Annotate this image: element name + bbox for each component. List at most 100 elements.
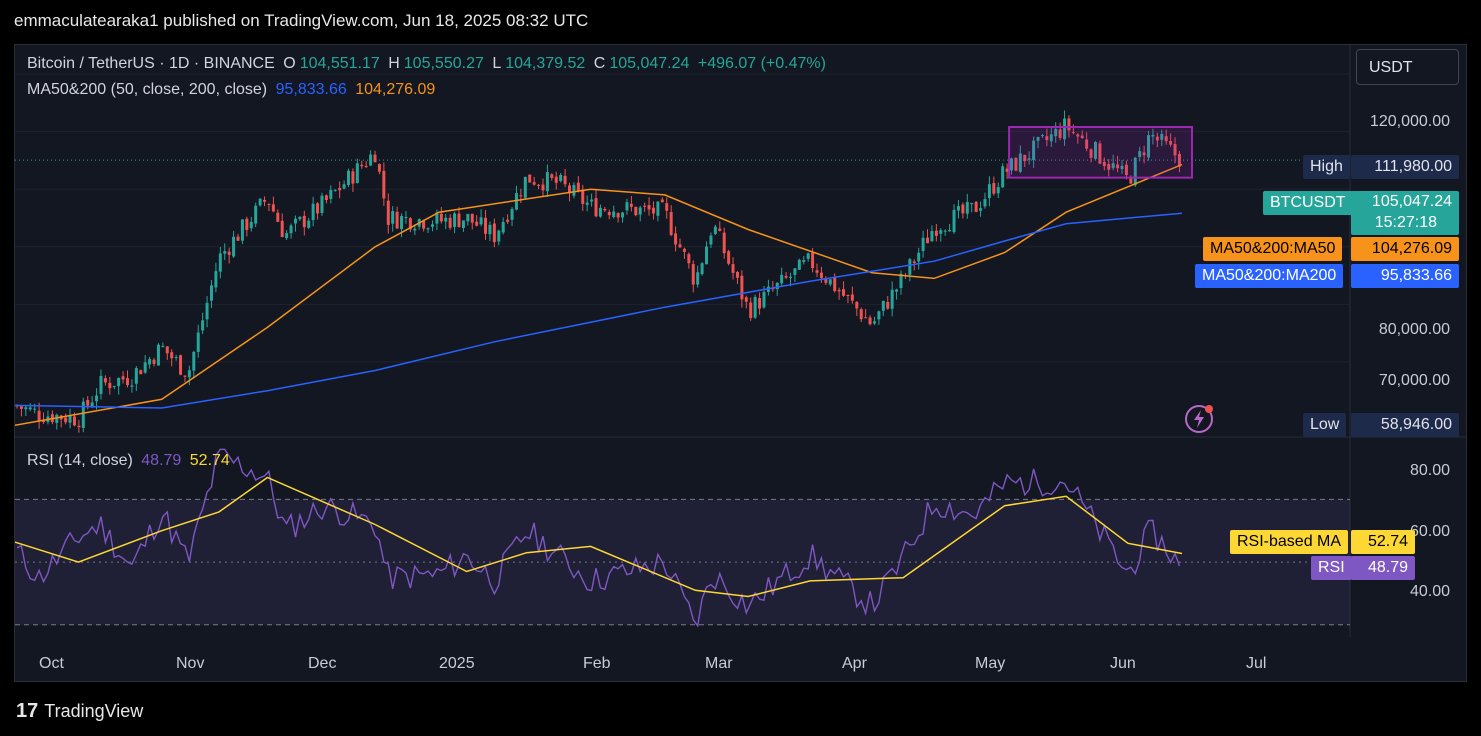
ma50-line [15,163,1183,426]
price-tick-120000: 120,000.00 [1369,113,1450,130]
candle-body [139,370,143,375]
candle-body [333,189,337,191]
candle-body [457,213,461,227]
rsi-tick-40: 40.00 [1409,583,1450,600]
candle-body [718,228,722,231]
candle-body [218,253,222,272]
candle-body [537,184,541,186]
candle-body [943,230,947,232]
candle-body [634,206,638,216]
time-tick-mar: Mar [705,655,733,672]
currency-button[interactable]: USDT [1356,49,1459,85]
candle-body [77,425,81,428]
rsi-legend-value: 48.79 [141,452,182,469]
candle-body [466,214,470,222]
price-tag-box: 105,047.24 15:27:18 [1351,191,1459,235]
candle-body [1023,154,1027,162]
candle-body [705,246,709,265]
candle-body [682,248,686,252]
candle-body [877,311,881,320]
candle-body [161,345,165,347]
low-tag-label: Low [1303,413,1347,437]
candle-body [948,230,952,232]
tradingview-footer[interactable]: 17 TradingView [16,700,143,723]
candle-body [753,297,757,318]
candle-body [1111,163,1115,169]
candle-body [656,201,660,216]
candle-body [430,224,434,227]
candle-body [395,211,399,229]
candle-body [360,164,364,167]
candle-body [1102,161,1106,167]
open-label: O [283,55,296,72]
candle-body [377,164,381,172]
candle-body [404,217,408,219]
candle-body [285,233,289,239]
candle-body [121,376,125,380]
candle-body [1098,143,1102,164]
candle-body [1085,139,1089,149]
candle-body [1045,136,1049,141]
candle-body [492,223,496,243]
candle-body [236,236,240,241]
ma-legend[interactable]: MA50&200 (50, close, 200, close) 95,833.… [27,81,439,99]
candle-body [744,297,748,302]
ma200-tag-label: MA50&200:MA200 [1195,264,1344,288]
symbol-name[interactable]: Bitcoin / TetherUS · 1D · BINANCE [27,55,275,72]
candle-body [95,395,99,402]
candle-body [192,351,196,371]
candle-body [484,217,488,234]
candle-body [1040,135,1044,137]
candle-body [435,212,439,224]
candle-body [254,205,258,224]
candle-body [64,417,68,423]
candle-body [263,199,267,202]
candle-body [156,344,160,366]
price-chart[interactable] [15,45,1466,681]
candle-body [559,174,563,182]
chart-panel[interactable]: Bitcoin / TetherUS · 1D · BINANCE O 104,5… [14,44,1467,682]
candle-body [740,275,744,300]
candle-body [117,378,121,387]
ma-label: MA50&200 (50, close, 200, close) [27,81,268,98]
candle-body [351,171,355,184]
candle-body [1151,134,1155,137]
candle-body [258,198,262,206]
candle-body [214,271,218,288]
candle-body [749,302,753,318]
candle-body [19,406,23,409]
candle-body [1001,166,1005,188]
candle-body [280,220,284,238]
ohlc-legend: Bitcoin / TetherUS · 1D · BINANCE O 104,5… [27,55,830,73]
candle-body [55,414,59,423]
candle-body [1164,136,1168,142]
candle-body [289,225,293,234]
consolidation-range-box [1008,126,1194,179]
candle-body [112,385,116,387]
candle-body [594,198,598,217]
rsi-legend[interactable]: RSI (14, close) 48.79 52.74 [27,452,234,470]
candle-body [422,220,426,229]
rsi-ma-tag-label: RSI-based MA [1230,530,1349,554]
candle-body [209,285,213,301]
lightning-icon[interactable] [1184,402,1216,434]
candle-body [386,200,390,225]
ma200-tag-value: 95,833.66 [1351,264,1459,288]
candle-body [709,235,713,245]
candle-body [802,260,806,262]
candle-body [1169,140,1173,145]
candle-body [152,359,156,364]
candle-body [868,317,872,325]
candle-body [1010,158,1013,171]
candle-body [961,204,965,214]
candle-body [338,187,342,191]
rsi-label: RSI (14, close) [27,452,133,469]
candle-body [1107,164,1111,170]
candle-body [108,382,112,389]
candle-body [846,295,850,297]
candle-body [245,218,249,231]
candle-body [819,272,823,279]
symbol-tag-label: BTCUSDT [1263,191,1353,215]
open-value: 104,551.17 [299,55,380,72]
candle-body [426,228,430,230]
